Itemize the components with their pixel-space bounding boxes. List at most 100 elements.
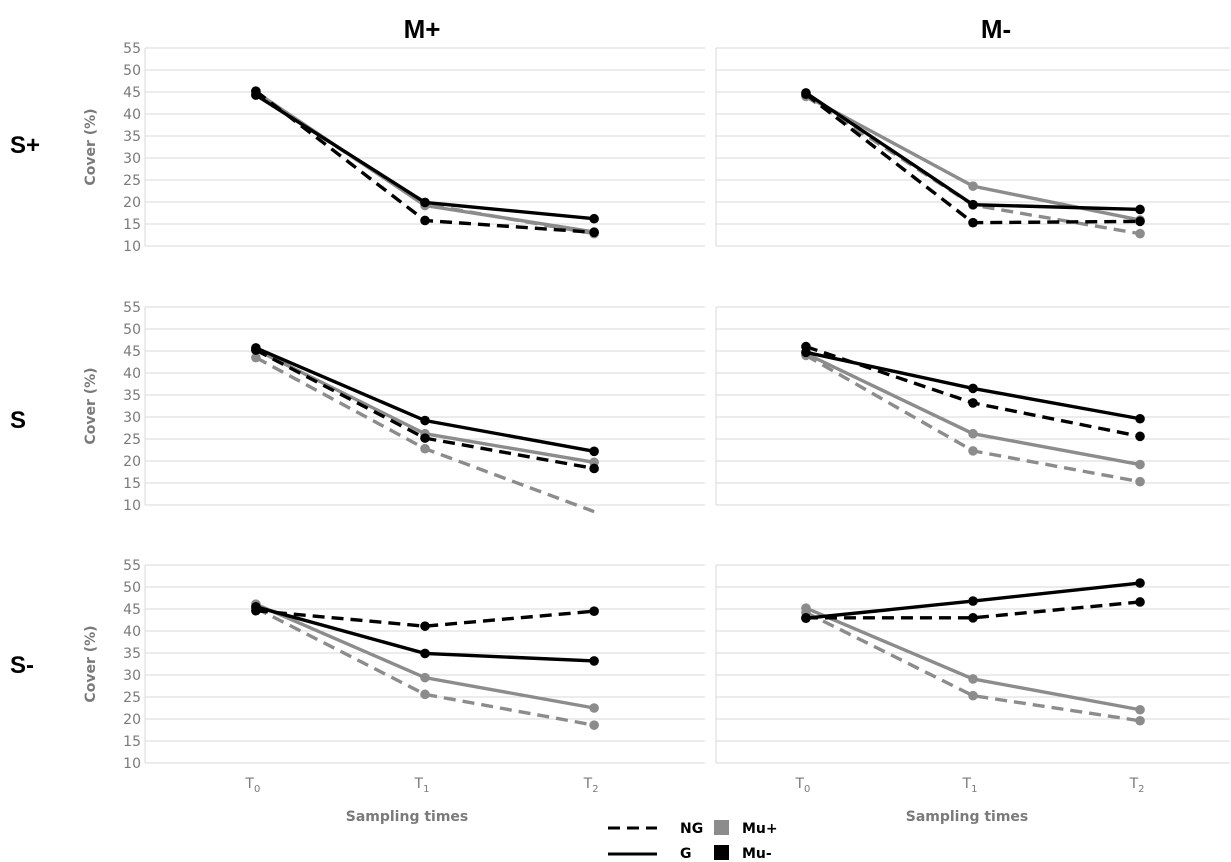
data-point-ng-mu-minus xyxy=(968,217,978,228)
y-tick-label: 25 xyxy=(123,690,141,706)
x-tick-label: T0 xyxy=(244,776,260,795)
data-point-g-mu-plus xyxy=(589,703,599,713)
data-point-g-mu-plus xyxy=(968,674,978,684)
data-point-ng-mu-minus xyxy=(420,215,430,226)
y-tick-label: 50 xyxy=(123,322,141,338)
y-tick-label: 45 xyxy=(123,344,141,360)
series-group xyxy=(251,599,599,730)
y-tick-label: 10 xyxy=(123,498,141,514)
y-tick-label: 40 xyxy=(123,366,141,382)
series-line-ng-mu-plus xyxy=(255,606,595,727)
data-point-g-mu-plus xyxy=(801,603,811,613)
y-tick-label: 50 xyxy=(123,580,141,596)
data-point-g-mu-minus xyxy=(420,197,430,208)
data-point-g-mu-plus xyxy=(1135,704,1145,715)
y-tick-label: 15 xyxy=(123,476,141,492)
data-point-ng-mu-plus xyxy=(251,352,261,363)
data-point-ng-mu-minus xyxy=(589,606,599,616)
data-point-g-mu-minus xyxy=(420,415,430,426)
column-header-m-plus: M+ xyxy=(404,14,441,44)
data-point-g-mu-minus xyxy=(420,648,430,659)
x-tick-label: T1 xyxy=(414,776,430,795)
series-line-ng-mu-plus xyxy=(805,610,1141,723)
x-tick-label: T2 xyxy=(1129,776,1145,795)
data-point-g-mu-minus xyxy=(801,347,811,358)
y-tick-label: 15 xyxy=(123,734,141,750)
y-tick-label: 20 xyxy=(123,712,141,728)
data-point-ng-mu-plus xyxy=(968,446,978,456)
x-tick-label: T2 xyxy=(583,776,599,795)
data-point-g-mu-plus xyxy=(1135,459,1145,470)
panel-s-plus-m-minus xyxy=(715,47,1230,247)
data-point-ng-mu-minus xyxy=(589,227,599,238)
y-tick-label: 50 xyxy=(123,63,141,79)
y-tick-label: 45 xyxy=(123,602,141,618)
data-point-ng-mu-minus xyxy=(968,613,978,623)
data-point-ng-mu-plus xyxy=(1135,715,1145,726)
y-tick-label: 25 xyxy=(123,432,141,448)
data-point-ng-mu-minus xyxy=(589,463,599,474)
data-point-ng-mu-minus xyxy=(420,621,430,631)
y-tick-label: 55 xyxy=(123,300,141,316)
data-point-ng-mu-plus xyxy=(1135,476,1145,487)
series-line-g-mu-plus xyxy=(254,90,595,234)
panel-s-minus-m-plus: 10 15 20 25 30 35 40 45 50 55 Cover (%) T0 T1 T2 xyxy=(83,558,705,795)
x-axis-label-left: Sampling times xyxy=(346,809,469,825)
y-tick-label: 40 xyxy=(123,624,141,640)
panel-s-m-minus xyxy=(715,306,1230,506)
data-point-ng-mu-plus xyxy=(968,690,978,701)
y-tick-label: 35 xyxy=(123,388,141,404)
legend-swatch-mu-minus xyxy=(714,845,729,860)
data-point-g-mu-minus xyxy=(251,602,261,612)
data-point-ng-mu-minus xyxy=(1135,216,1145,227)
series-line-ng-mu-minus xyxy=(254,89,595,235)
x-tick-label: T1 xyxy=(962,776,978,795)
data-point-g-mu-minus xyxy=(1135,204,1145,215)
y-tick-label: 35 xyxy=(123,646,141,662)
y-tick-label: 45 xyxy=(123,85,141,101)
panels-layer: 10 15 20 25 30 35 40 45 50 55 Cover (%) 10 15 20 25 30 3… xyxy=(83,41,1230,795)
y-tick-label: 30 xyxy=(123,668,141,684)
row-header-s: S xyxy=(10,407,26,434)
data-point-g-mu-minus xyxy=(589,213,599,224)
y-tick-label: 10 xyxy=(123,756,141,772)
data-point-g-mu-minus xyxy=(968,199,978,210)
panel-s-m-plus: 10 15 20 25 30 35 40 45 50 55 Cover (%) xyxy=(83,300,705,514)
data-point-g-mu-plus xyxy=(420,672,430,683)
data-point-g-mu-minus xyxy=(968,596,978,606)
legend-label-g: G xyxy=(680,846,692,862)
y-tick-label: 35 xyxy=(123,129,141,145)
y-tick-label: 30 xyxy=(123,410,141,426)
data-point-ng-mu-plus xyxy=(1135,228,1145,239)
data-point-ng-mu-plus xyxy=(420,443,430,454)
data-point-g-mu-plus xyxy=(968,181,978,191)
column-header-m-minus: M- xyxy=(981,14,1011,44)
data-point-g-mu-minus xyxy=(968,383,978,394)
series-group xyxy=(251,343,599,514)
y-tick-label: 15 xyxy=(123,217,141,233)
y-tick-label: 20 xyxy=(123,195,141,211)
data-point-g-mu-plus xyxy=(968,428,978,439)
legend: NG G Mu+ Mu- xyxy=(608,820,778,862)
series-group xyxy=(801,88,1145,239)
panel-s-minus-m-minus: T0 T1 T2 xyxy=(715,564,1230,795)
y-tick-label: 25 xyxy=(123,173,141,189)
data-point-g-mu-minus xyxy=(251,90,261,100)
y-tick-label: 20 xyxy=(123,454,141,470)
y-tick-label: 30 xyxy=(123,151,141,167)
data-point-ng-mu-plus xyxy=(420,689,430,700)
data-point-ng-mu-minus xyxy=(420,433,430,443)
series-line-g-mu-minus xyxy=(805,91,1141,212)
legend-swatch-mu-plus xyxy=(714,820,729,835)
x-axis-label-right: Sampling times xyxy=(906,809,1029,825)
series-group xyxy=(801,341,1145,487)
legend-label-ng: NG xyxy=(680,821,703,837)
legend-label-mu-minus: Mu- xyxy=(742,846,772,862)
series-line-ng-mu-plus xyxy=(805,94,1141,236)
y-tick-label: 10 xyxy=(123,239,141,255)
data-point-g-mu-minus xyxy=(1135,578,1145,588)
row-header-s-plus: S+ xyxy=(10,132,40,159)
series-group xyxy=(801,578,1145,726)
data-point-g-mu-minus xyxy=(1135,413,1145,424)
